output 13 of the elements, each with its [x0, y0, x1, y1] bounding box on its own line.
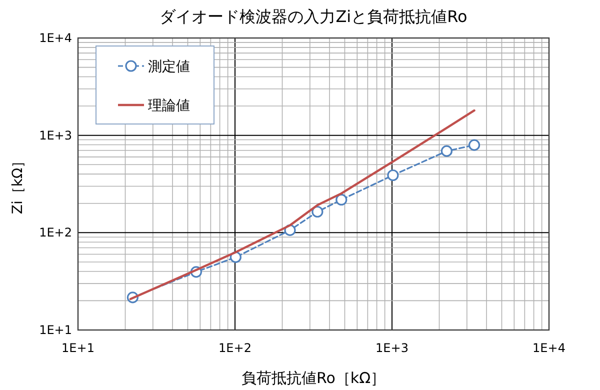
legend-label: 測定値 [148, 59, 190, 75]
y-tick-label: 1E+4 [39, 31, 72, 45]
x-tick-label: 1E+1 [62, 341, 94, 355]
x-tick-label: 1E+3 [376, 341, 408, 355]
y-tick-label: 1E+1 [39, 323, 72, 337]
x-tick-label: 1E+4 [532, 341, 566, 355]
y-tick-label: 1E+2 [39, 226, 72, 240]
x-axis-title: 負荷抵抗値Ro［kΩ］ [241, 369, 386, 387]
legend-label: 理論値 [148, 98, 190, 114]
y-axis-title: Zi［kΩ］ [10, 154, 26, 214]
y-tick-label: 1E+3 [39, 128, 72, 142]
chart-title: ダイオード検波器の入力Ziと負荷抵抗値Ro [160, 7, 468, 26]
x-tick-label: 1E+2 [218, 341, 252, 355]
